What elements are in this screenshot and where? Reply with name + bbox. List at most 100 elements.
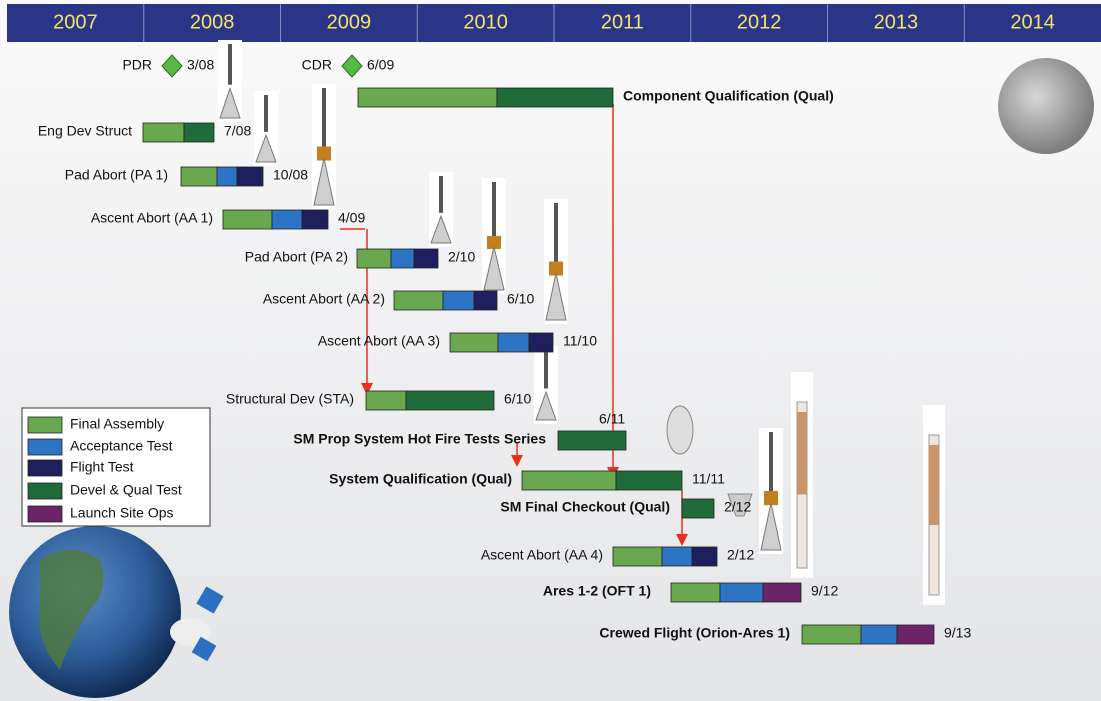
- rocket-body: [544, 350, 548, 389]
- task-label: Ascent Abort (AA 3): [318, 333, 440, 349]
- task-segment: [558, 431, 626, 450]
- year-label: 2013: [874, 11, 919, 33]
- rocket: [482, 178, 506, 294]
- rocket-body: [769, 432, 773, 497]
- task-label: Eng Dev Struct: [38, 123, 132, 139]
- task-label: SM Final Checkout (Qual): [500, 499, 670, 515]
- task-label: Component Qualification (Qual): [623, 88, 834, 104]
- legend-label: Devel & Qual Test: [70, 482, 182, 498]
- task-segment: [897, 625, 934, 644]
- year-label: 2014: [1010, 11, 1055, 33]
- rocket: [218, 40, 242, 122]
- task-label: Pad Abort (PA 2): [245, 249, 348, 265]
- task-segment: [522, 471, 616, 490]
- task-segment: [692, 547, 717, 566]
- year-label: 2008: [190, 11, 235, 33]
- task-segment: [391, 249, 414, 268]
- task-segment: [662, 547, 692, 566]
- task-segment: [223, 210, 272, 229]
- task-segment: [217, 167, 237, 186]
- task-label: SM Prop System Hot Fire Tests Series: [293, 431, 546, 447]
- task-segment: [143, 123, 184, 142]
- rocket-body: [439, 176, 443, 213]
- task-segment: [414, 249, 438, 268]
- rocket-body: [228, 44, 232, 85]
- legend-swatch: [28, 483, 62, 499]
- task-date: 6/10: [504, 391, 531, 407]
- task-date: 2/12: [724, 499, 751, 515]
- milestone-label: PDR: [122, 57, 152, 73]
- rocket-body: [264, 95, 268, 132]
- task-segment: [394, 291, 443, 310]
- task-label: Ascent Abort (AA 1): [91, 210, 213, 226]
- rocket-body: [492, 182, 496, 241]
- capsule: [667, 406, 693, 454]
- task-segment: [443, 291, 474, 310]
- task-segment: [682, 499, 714, 518]
- task-segment: [272, 210, 302, 229]
- year-label: 2009: [327, 11, 372, 33]
- task-segment: [181, 167, 217, 186]
- milestone-date: 3/08: [187, 57, 214, 73]
- legend-label: Flight Test: [70, 459, 134, 475]
- schedule: 2007 2008 2009 2010 2011 2012 2013 2014 Compone…: [0, 0, 1101, 701]
- task-date: 6/11: [599, 411, 625, 427]
- milestone-label: CDR: [302, 57, 332, 73]
- year-label: 2011: [601, 11, 644, 33]
- legend-label: Final Assembly: [70, 416, 164, 432]
- task-segment: [474, 291, 497, 310]
- year-label: 2010: [463, 11, 508, 33]
- vehicle-stage: [797, 412, 807, 494]
- legend-swatch: [28, 506, 62, 522]
- task-segment: [357, 249, 391, 268]
- task-label: Ascent Abort (AA 2): [263, 291, 385, 307]
- task-label: Structural Dev (STA): [226, 391, 354, 407]
- legend-swatch: [28, 439, 62, 455]
- legend-label: Acceptance Test: [70, 438, 173, 454]
- task-date: 11/11: [692, 471, 725, 487]
- task-label: System Qualification (Qual): [329, 471, 512, 487]
- rocket: [429, 172, 453, 247]
- task-segment: [302, 210, 328, 229]
- launch-vehicle: [923, 405, 945, 605]
- rocket-body: [322, 88, 326, 152]
- task-segment: [358, 88, 497, 107]
- task-segment: [184, 123, 214, 142]
- task-label: Pad Abort (PA 1): [65, 167, 168, 183]
- task-label: Ascent Abort (AA 4): [481, 547, 603, 563]
- task-segment: [406, 391, 494, 410]
- legend-swatch: [28, 460, 62, 476]
- task-segment: [802, 625, 861, 644]
- task-segment: [497, 88, 613, 107]
- task-segment: [763, 583, 801, 602]
- rocket: [534, 346, 558, 424]
- task-segment: [529, 333, 553, 352]
- task-segment: [671, 583, 720, 602]
- task-date: 10/08: [273, 167, 308, 183]
- task-segment: [616, 471, 682, 490]
- rocket: [254, 91, 278, 166]
- rocket: [759, 428, 783, 554]
- task-segment: [613, 547, 662, 566]
- rocket-body: [554, 203, 558, 267]
- rocket: [544, 199, 568, 324]
- task-date: 4/09: [338, 210, 365, 226]
- year-label: 2012: [737, 11, 782, 33]
- task-date: 2/10: [448, 249, 475, 265]
- vehicle-stage: [929, 445, 939, 525]
- task-date: 6/10: [507, 291, 534, 307]
- legend: Final Assembly Acceptance Test Flight Test…: [22, 408, 210, 526]
- task-segment: [450, 333, 498, 352]
- milestone-date: 6/09: [367, 57, 394, 73]
- task-segment: [498, 333, 529, 352]
- task-segment: [861, 625, 897, 644]
- task-segment: [237, 167, 263, 186]
- task-date: 9/12: [811, 583, 838, 599]
- legend-swatch: [28, 417, 62, 433]
- year-label: 2007: [53, 11, 98, 33]
- task-segment: [366, 391, 406, 410]
- task-label: Crewed Flight (Orion-Ares 1): [599, 625, 790, 641]
- legend-label: Launch Site Ops: [70, 505, 174, 521]
- task-date: 2/12: [727, 547, 754, 563]
- task-date: 7/08: [224, 123, 251, 139]
